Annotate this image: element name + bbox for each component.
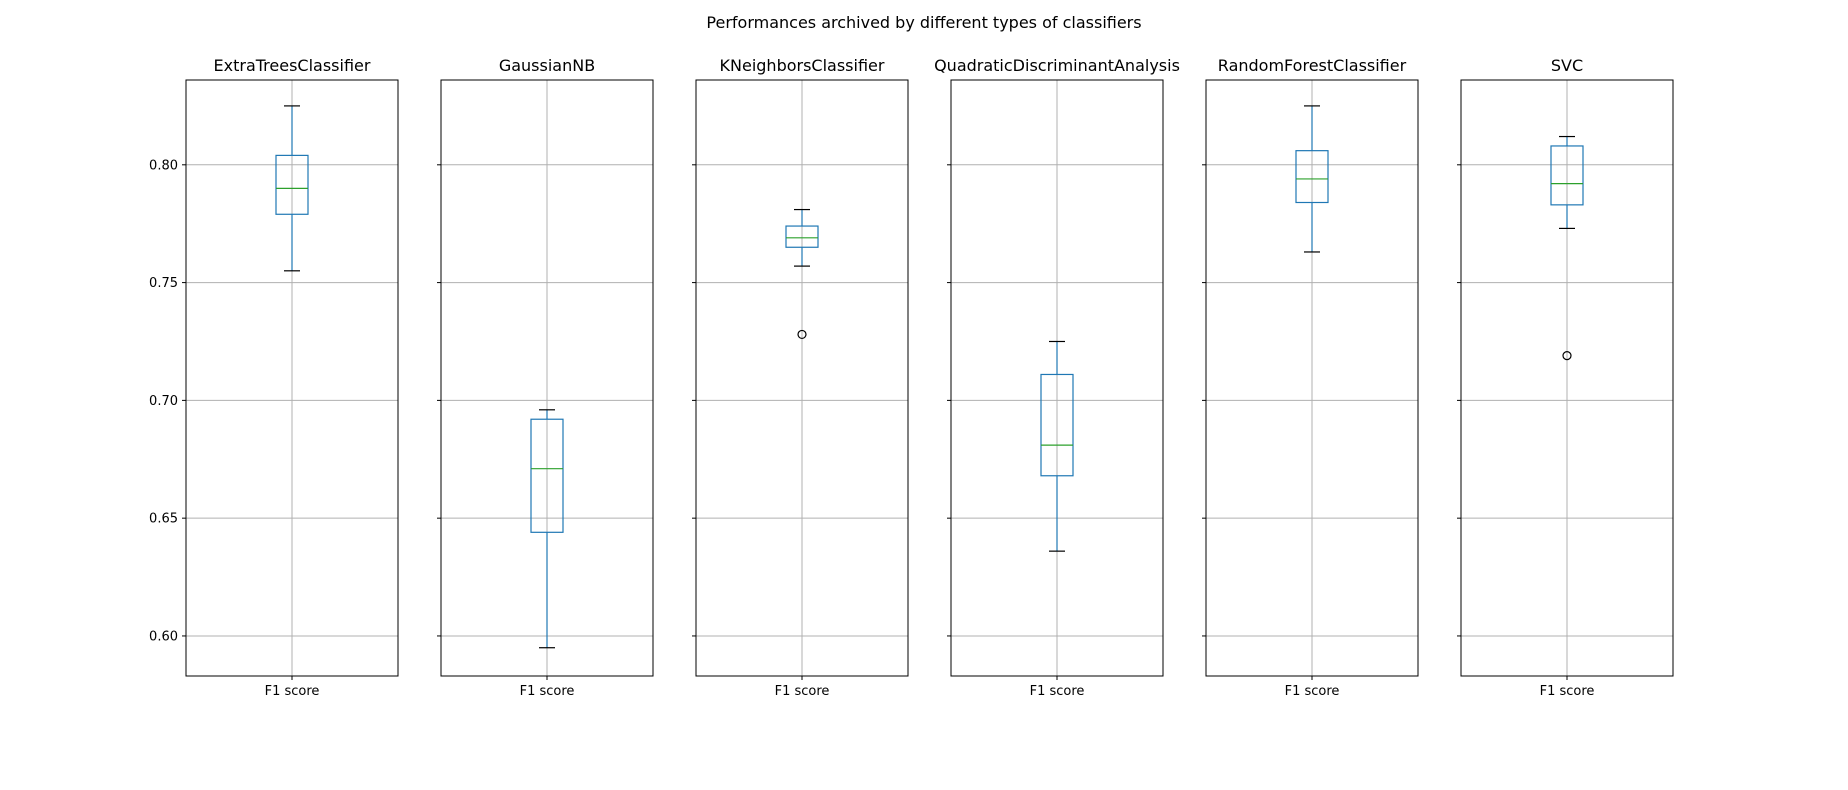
- panels-group: 0.60 0.65 0.70 0.75 0.80 F1 score ExtraTreesCl…: [149, 56, 1674, 699]
- iqr-box: [1040, 373, 1074, 477]
- y-tick-label: 0.70: [149, 394, 178, 409]
- x-tick-label: F1 score: [1540, 684, 1595, 699]
- y-tick-label: 0.65: [149, 512, 178, 527]
- panel-5: F1 score SVC: [1457, 56, 1674, 699]
- panel-title: SVC: [1551, 56, 1583, 75]
- x-tick-label: F1 score: [520, 684, 575, 699]
- x-tick-label: F1 score: [775, 684, 830, 699]
- panel-1: F1 score GaussianNB: [437, 56, 654, 699]
- iqr-box: [530, 418, 564, 533]
- x-tick-label: F1 score: [1285, 684, 1340, 699]
- y-tick-label: 0.80: [149, 158, 178, 173]
- panel-title: KNeighborsClassifier: [720, 56, 885, 75]
- panel-3: F1 score QuadraticDiscriminantAnalysis: [934, 56, 1180, 699]
- panel-4: F1 score RandomForestClassifier: [1202, 56, 1419, 699]
- iqr-box: [1550, 145, 1584, 206]
- chart-title: Performances archived by different types…: [706, 13, 1141, 32]
- y-tick-label: 0.60: [149, 629, 178, 644]
- outlier-point: [797, 329, 807, 340]
- x-tick-label: F1 score: [265, 684, 320, 699]
- panel-title: RandomForestClassifier: [1218, 56, 1407, 75]
- outlier-point: [1562, 351, 1572, 361]
- panel-title: ExtraTreesClassifier: [214, 56, 371, 75]
- panel-2: F1 score KNeighborsClassifier: [692, 56, 909, 699]
- iqr-box: [275, 154, 309, 215]
- panel-0: 0.60 0.65 0.70 0.75 0.80 F1 score ExtraTreesCl…: [149, 56, 399, 699]
- y-tick-label: 0.75: [149, 276, 178, 291]
- panel-title: GaussianNB: [499, 56, 595, 75]
- x-tick-label: F1 score: [1030, 684, 1085, 699]
- panel-title: QuadraticDiscriminantAnalysis: [934, 56, 1180, 75]
- iqr-box: [1295, 150, 1329, 204]
- iqr-box: [785, 225, 819, 248]
